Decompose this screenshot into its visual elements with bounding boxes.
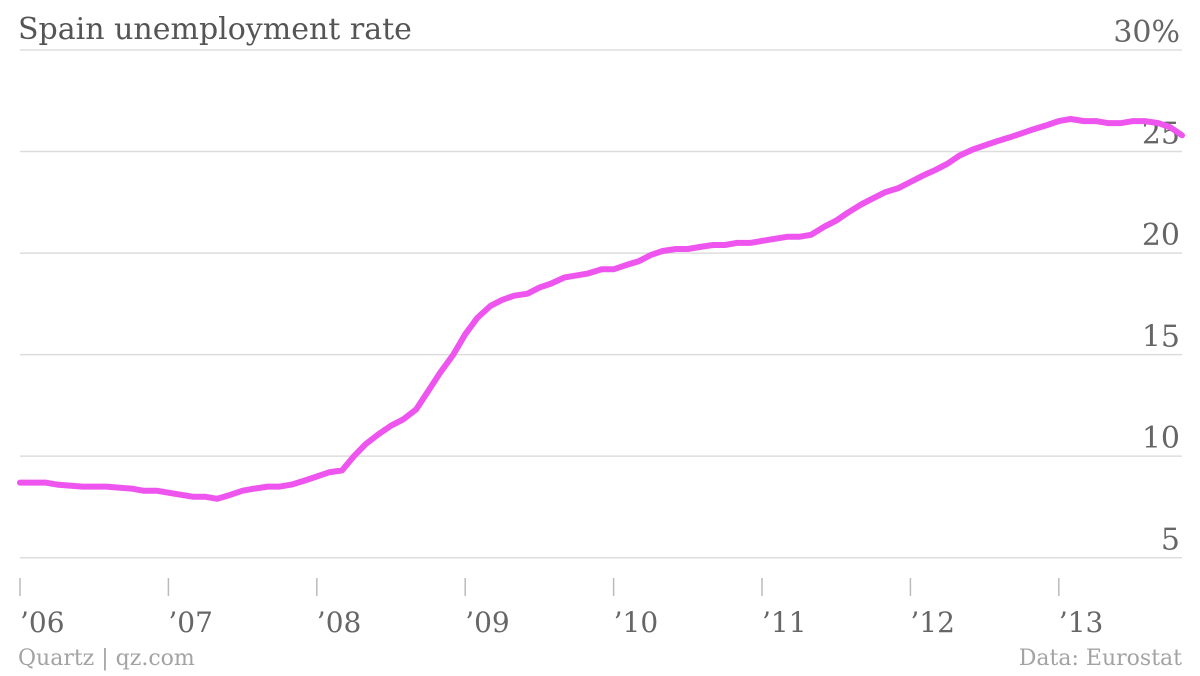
y-tick-label-15: 15 xyxy=(1142,320,1180,355)
data-source: Data: Eurostat xyxy=(1018,646,1182,671)
x-tick-label-2009: ’09 xyxy=(465,606,510,639)
y-tick-label-10: 10 xyxy=(1142,421,1180,456)
gridlines xyxy=(20,49,1182,559)
series-lines xyxy=(17,116,1185,502)
x-tick-label-2006: ’06 xyxy=(20,606,65,639)
x-tick-label-2010: ’10 xyxy=(614,606,659,639)
series-line-0 xyxy=(17,116,1185,502)
y-tick-label-5: 5 xyxy=(1161,523,1180,558)
source-credit: Quartz | qz.com xyxy=(18,646,195,671)
x-axis: ’06 ’07 ’08 ’09 ’10 ’11 ’12 ’13 xyxy=(19,578,1104,639)
x-tick-label-2007: ’07 xyxy=(168,606,213,639)
chart-title: Spain unemployment rate xyxy=(18,12,412,47)
y-tick-label-30: 30% xyxy=(1113,15,1180,50)
x-tick-label-2008: ’08 xyxy=(317,606,362,639)
x-tick-label-2012: ’12 xyxy=(910,606,955,639)
x-tick-label-2011: ’11 xyxy=(762,606,807,639)
x-tick-label-2013: ’13 xyxy=(1059,606,1104,639)
y-tick-label-20: 20 xyxy=(1142,218,1180,253)
